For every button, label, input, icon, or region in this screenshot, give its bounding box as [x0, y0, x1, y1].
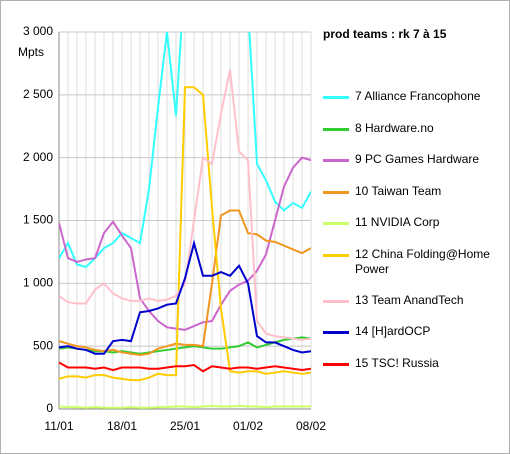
- legend-swatch: [323, 299, 349, 303]
- legend-swatch: [323, 222, 349, 225]
- series-line: [59, 69, 311, 341]
- series-line: [59, 209, 311, 356]
- legend-label: 14 [H]ardOCP: [355, 324, 431, 338]
- series-line: [59, 156, 311, 331]
- y-tick-label: 0: [46, 401, 53, 415]
- y-tick-label: 1 500: [23, 213, 53, 227]
- x-tick-label: 25/01: [170, 419, 200, 433]
- series-line: [59, 239, 311, 355]
- legend-label: 10 Taiwan Team: [355, 183, 442, 198]
- legend-label: 8 Hardware.no: [355, 120, 434, 135]
- x-tick-label: 01/02: [233, 419, 263, 433]
- x-tick-label: 08/02: [296, 419, 326, 433]
- series-group: [59, 32, 311, 409]
- series-line: [59, 32, 311, 269]
- series-line: [59, 404, 311, 409]
- legend-swatch: [323, 331, 349, 334]
- x-tick-label: 18/01: [107, 419, 137, 433]
- y-tick-label: 500: [33, 338, 53, 352]
- y-tick-label: 1 000: [23, 276, 53, 290]
- legend-swatch: [323, 190, 349, 194]
- legend-swatch: [323, 253, 349, 257]
- legend-label: 9 PC Games Hardware: [355, 152, 480, 166]
- y-tick-label: 2 500: [23, 87, 53, 101]
- legend-label: 13 Team AnandTech: [355, 292, 464, 307]
- legend-title: prod teams : rk 7 à 15: [323, 27, 447, 41]
- y-tick-label: 3 000: [23, 24, 53, 38]
- legend-label: 11 NVIDIA Corp: [355, 215, 440, 229]
- legend-swatch: [323, 362, 349, 366]
- y-tick-label: 2 000: [23, 150, 53, 164]
- legend-swatch: [323, 127, 349, 131]
- y-axis-label: Mpts: [18, 45, 44, 59]
- legend-label: 12 China Folding@Home Power: [355, 246, 490, 276]
- legend-swatch: [323, 96, 349, 99]
- x-tick-label: 11/01: [44, 419, 73, 433]
- legend-label: 7 Alliance Francophone: [355, 89, 481, 103]
- legend-label: 15 TSC! Russia: [355, 355, 439, 370]
- series-line: [59, 86, 311, 382]
- legend-swatch: [323, 159, 349, 162]
- series-line: [59, 361, 311, 373]
